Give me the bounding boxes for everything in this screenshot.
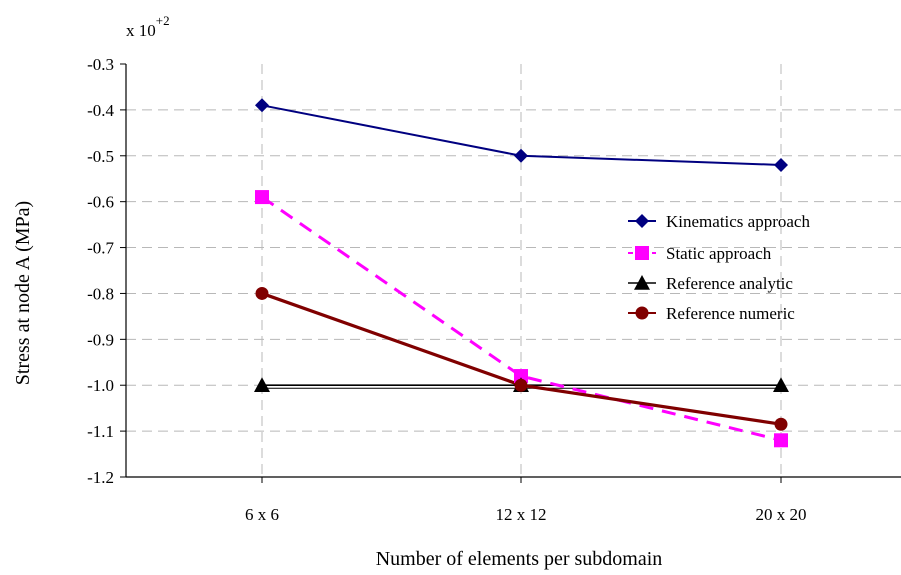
legend-label: Kinematics approach xyxy=(666,212,810,231)
scale-note-prefix: x 10 xyxy=(126,21,156,40)
legend-swatch-marker xyxy=(635,246,649,260)
x-tick-labels: 6 x 6 12 x 12 20 x 20 xyxy=(245,505,807,524)
static-approach-point xyxy=(774,433,788,448)
kinematics-approach-point xyxy=(514,148,528,163)
legend-label: Reference numeric xyxy=(666,304,795,323)
x-axis-title: Number of elements per subdomain xyxy=(376,548,663,570)
y-tick-label: -0.6 xyxy=(87,193,114,212)
y-tick-label: -1.1 xyxy=(87,422,114,441)
static-approach-point xyxy=(255,190,269,205)
kinematics-approach-point xyxy=(774,157,788,172)
x-tick-label: 6 x 6 xyxy=(245,505,279,524)
legend-swatch-marker xyxy=(635,214,649,228)
reference-numeric-point xyxy=(514,378,528,392)
legend-swatch-marker xyxy=(634,275,650,290)
static-approach-line xyxy=(261,195,782,442)
legend-item-static-approach: Static approach xyxy=(628,244,772,263)
scale-note: x 10+2 xyxy=(126,13,170,40)
y-axis-title: Stress at node A (MPa) xyxy=(12,201,34,385)
y-tick-label: -1.0 xyxy=(87,376,114,395)
y-tick-labels: -0.3 -0.4 -0.5 -0.6 -0.7 -0.8 -0.9 -1.0 -1.1 -1.2 xyxy=(87,55,114,487)
kinematics-approach-point xyxy=(255,98,269,113)
static-approach-point xyxy=(514,369,528,384)
x-tick-label: 20 x 20 xyxy=(756,505,807,524)
legend: Kinematics approach Static approach Refere… xyxy=(628,212,810,323)
y-tick-label: -0.4 xyxy=(87,101,114,120)
series-markers xyxy=(254,98,789,448)
legend-label: Static approach xyxy=(666,244,772,263)
scale-note-exponent: +2 xyxy=(156,13,170,28)
reference-analytic-point xyxy=(773,377,789,393)
legend-label: Reference analytic xyxy=(666,274,793,293)
y-tick-label: -0.9 xyxy=(87,330,114,349)
legend-swatch-marker xyxy=(635,306,649,320)
x-tick-label: 12 x 12 xyxy=(496,505,547,524)
reference-numeric-point xyxy=(774,417,788,431)
reference-analytic-point xyxy=(254,377,270,393)
legend-item-reference-numeric: Reference numeric xyxy=(628,304,795,323)
legend-item-kinematics-approach: Kinematics approach xyxy=(628,212,810,231)
y-tick-label: -0.8 xyxy=(87,284,114,303)
reference-numeric-point xyxy=(255,286,269,300)
y-tick-label: -0.7 xyxy=(87,239,114,258)
axes xyxy=(120,63,901,483)
y-tick-label: -1.2 xyxy=(87,468,114,487)
y-tick-label: -0.3 xyxy=(87,55,114,74)
y-tick-label: -0.5 xyxy=(87,147,114,166)
legend-item-reference-analytic: Reference analytic xyxy=(628,274,793,293)
grid-lines xyxy=(126,64,901,477)
